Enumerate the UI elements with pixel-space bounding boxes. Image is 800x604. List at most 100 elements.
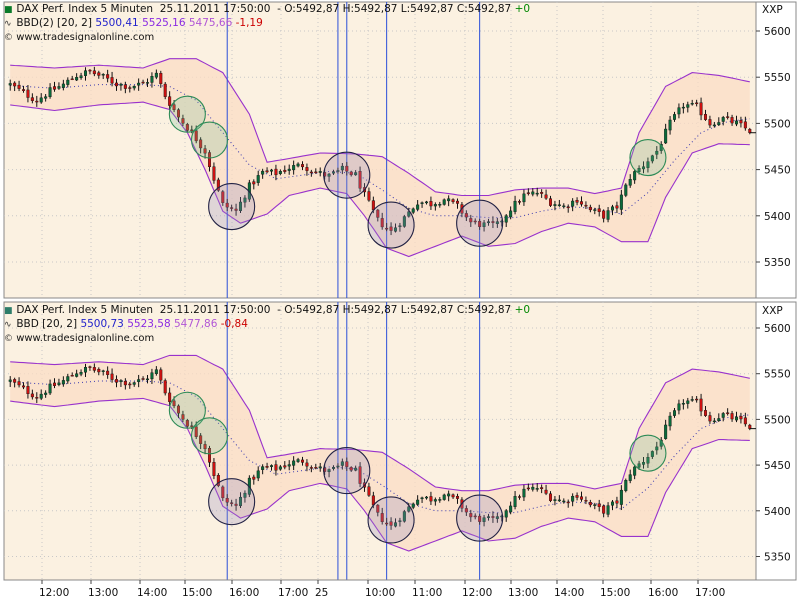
candle-body [296, 163, 300, 167]
candle-body [677, 403, 681, 411]
candle-body [504, 510, 508, 518]
candle-body [79, 372, 83, 375]
candle-body [637, 168, 641, 172]
candle-body [606, 505, 610, 515]
band-fill [10, 58, 750, 257]
candle-body [256, 175, 260, 183]
candle-body [48, 383, 52, 394]
candle-body [314, 467, 318, 469]
candle-body [22, 89, 26, 91]
candle-body [283, 169, 287, 172]
candle-body [340, 461, 344, 466]
candle-body [114, 379, 118, 383]
candle-body [181, 118, 185, 124]
candle-body [230, 207, 234, 209]
candle-body [411, 208, 415, 213]
candle-body [704, 114, 708, 120]
candle-body [225, 202, 229, 208]
y-tick-label: 5450 [764, 460, 791, 472]
candle-body [575, 495, 579, 498]
candle-body [522, 488, 526, 498]
candle-body [278, 171, 282, 174]
highlight-circle [456, 494, 504, 542]
candle-body [425, 201, 429, 204]
top-indicator-val2: 5525,16 [142, 17, 186, 29]
candle-body [265, 170, 269, 173]
candle-body [83, 70, 87, 76]
candle-body [487, 221, 491, 224]
candle-body [238, 496, 242, 507]
candle-body [553, 499, 557, 501]
candle-body [655, 150, 659, 155]
candle-body [708, 119, 712, 126]
candle-body [699, 102, 703, 116]
bottom-indicator-val3: 5477,86 [173, 318, 218, 330]
candle-body [513, 200, 517, 212]
candle-body [712, 124, 716, 127]
candle-body [207, 447, 211, 463]
candle-body [150, 372, 154, 380]
candle-body [345, 461, 349, 467]
candle-body [190, 129, 194, 132]
candle-body [172, 400, 176, 407]
candle-body [53, 86, 57, 90]
bottom-change: +0 [514, 304, 531, 316]
bottom-symbol: DAX Perf. Index 5 Minuten [16, 304, 154, 316]
candle-body [407, 211, 411, 217]
candle-body [549, 198, 553, 206]
candle-body [292, 460, 296, 466]
candle-body [491, 516, 495, 518]
candle-body [469, 218, 473, 223]
candle-body [106, 370, 110, 375]
candle-body [145, 82, 149, 84]
candle-body [464, 508, 468, 513]
candle-body [597, 503, 601, 507]
candle-body [473, 515, 477, 518]
x-tick-label: 14:00 [554, 587, 584, 599]
x-tick-label: 13:00 [508, 587, 538, 599]
candle-body [336, 465, 340, 468]
candle-body [447, 198, 451, 202]
candle-body [39, 393, 43, 399]
candle-body [287, 464, 291, 467]
candle-body [535, 192, 539, 195]
candle-body [199, 139, 203, 149]
candle-body [619, 489, 623, 505]
y-axis-area [755, 1, 797, 299]
candle-body [141, 378, 145, 380]
candle-body [637, 463, 641, 468]
candle-body [730, 117, 734, 124]
candle-body [283, 465, 287, 468]
copyright-icon: © [4, 33, 13, 43]
pane-bottom: 5600 5550 5500 5450 5400 5350 [3, 301, 797, 581]
candle-body [305, 462, 309, 467]
candle-body [602, 505, 606, 514]
candle-body [17, 84, 21, 89]
candle-body [646, 457, 650, 464]
middle-band-line [10, 84, 750, 219]
bottom-datetime: 25.11.2011 17:50:00 [159, 304, 271, 316]
candle-body [606, 210, 610, 220]
candle-body [349, 171, 353, 176]
candle-body [686, 400, 690, 404]
highlight-circle [367, 201, 415, 249]
candle-body [367, 486, 371, 496]
candle-body [668, 119, 672, 131]
candle-body [44, 96, 48, 99]
candle-body [154, 369, 158, 374]
highlight-circle [168, 95, 206, 133]
candle-body [451, 199, 455, 203]
candle-body [181, 414, 185, 420]
candle-body [234, 503, 238, 506]
candle-body [456, 496, 460, 499]
candle-body [531, 486, 535, 490]
highlight-circle [208, 478, 256, 526]
candle-body [438, 499, 442, 501]
candle-body [141, 81, 145, 84]
candle-body [301, 459, 305, 463]
candle-body [402, 511, 406, 522]
candle-body [482, 517, 486, 522]
candle-body [385, 522, 389, 525]
candle-body [345, 165, 349, 172]
